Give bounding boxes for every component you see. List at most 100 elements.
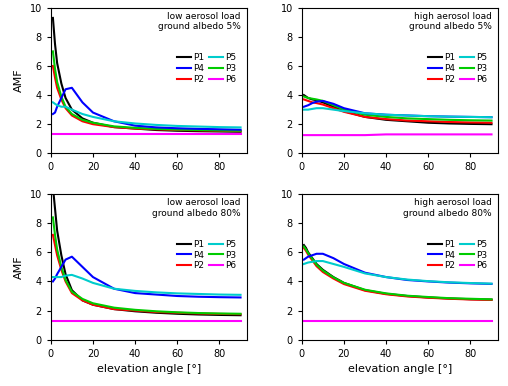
P3: [309, 96, 315, 101]
P1: [111, 307, 117, 312]
P5: [238, 125, 244, 130]
P6: [404, 318, 410, 323]
P5: [153, 123, 160, 127]
P6: [425, 132, 431, 137]
P1: [196, 312, 202, 317]
P2: [153, 127, 160, 132]
P3: [132, 125, 138, 130]
Legend: P1, P4, P2, P5, P3, P6: P1, P4, P2, P5, P3, P6: [427, 52, 489, 86]
P5: [341, 109, 347, 113]
P3: [58, 94, 65, 99]
P3: [69, 112, 75, 116]
P6: [341, 318, 347, 323]
P6: [383, 132, 389, 137]
P4: [305, 254, 311, 259]
P6: [303, 318, 309, 323]
P6: [489, 132, 495, 137]
P4: [489, 282, 495, 286]
P3: [301, 94, 307, 99]
P4: [303, 256, 309, 261]
X-axis label: elevation angle [°]: elevation angle [°]: [347, 364, 452, 374]
P3: [320, 268, 326, 273]
P5: [383, 112, 389, 117]
P2: [79, 119, 85, 124]
P6: [320, 318, 326, 323]
P6: [238, 132, 244, 137]
P4: [79, 100, 85, 105]
P5: [90, 281, 96, 285]
P4: [58, 264, 65, 269]
P1: [52, 207, 58, 211]
P5: [489, 281, 495, 286]
Y-axis label: AMF: AMF: [14, 255, 24, 279]
P4: [132, 291, 138, 295]
P1: [301, 243, 307, 247]
P3: [196, 311, 202, 315]
P3: [52, 232, 58, 237]
P3: [58, 264, 65, 269]
P5: [62, 273, 69, 278]
P1: [50, 185, 56, 189]
P5: [52, 275, 58, 279]
P1: [320, 267, 326, 272]
P5: [79, 276, 85, 281]
P3: [69, 290, 75, 294]
P5: [320, 106, 326, 110]
P2: [320, 270, 326, 274]
P3: [320, 98, 326, 103]
P2: [309, 258, 315, 262]
Legend: P1, P4, P2, P5, P3, P6: P1, P4, P2, P5, P3, P6: [427, 238, 489, 272]
Line: P4: P4: [53, 88, 241, 130]
P2: [54, 253, 60, 257]
P5: [62, 104, 69, 109]
P6: [301, 318, 307, 323]
P3: [216, 128, 223, 133]
P2: [313, 101, 320, 105]
P5: [489, 115, 495, 120]
P4: [132, 124, 138, 128]
Line: P5: P5: [53, 275, 241, 295]
P1: [447, 121, 453, 126]
P1: [313, 262, 320, 266]
P6: [383, 318, 389, 323]
Text: low aerosol load
ground albedo 5%: low aerosol load ground albedo 5%: [158, 12, 241, 32]
P1: [54, 228, 60, 233]
P2: [305, 252, 311, 257]
P1: [425, 120, 431, 125]
P5: [330, 107, 336, 112]
P3: [404, 116, 410, 121]
P4: [341, 106, 347, 110]
P5: [362, 271, 368, 276]
P4: [196, 127, 202, 131]
P6: [50, 132, 56, 137]
P4: [447, 280, 453, 285]
P2: [132, 308, 138, 313]
P5: [54, 103, 60, 108]
Line: P1: P1: [53, 18, 241, 132]
P4: [62, 87, 69, 91]
P3: [425, 295, 431, 299]
P3: [467, 296, 473, 301]
P3: [111, 124, 117, 129]
P4: [153, 292, 160, 297]
P5: [69, 107, 75, 112]
P3: [305, 251, 311, 256]
Line: P1: P1: [304, 95, 492, 124]
P3: [313, 97, 320, 102]
P4: [404, 113, 410, 118]
P4: [330, 256, 336, 261]
P1: [132, 126, 138, 131]
P3: [62, 104, 69, 109]
P2: [447, 120, 453, 124]
P6: [58, 132, 65, 137]
P4: [447, 114, 453, 119]
P6: [447, 318, 453, 323]
P1: [238, 129, 244, 134]
P6: [54, 132, 60, 137]
P5: [132, 121, 138, 126]
P3: [489, 297, 495, 302]
P3: [447, 296, 453, 300]
P2: [447, 296, 453, 301]
P6: [58, 318, 65, 323]
P6: [111, 318, 117, 323]
